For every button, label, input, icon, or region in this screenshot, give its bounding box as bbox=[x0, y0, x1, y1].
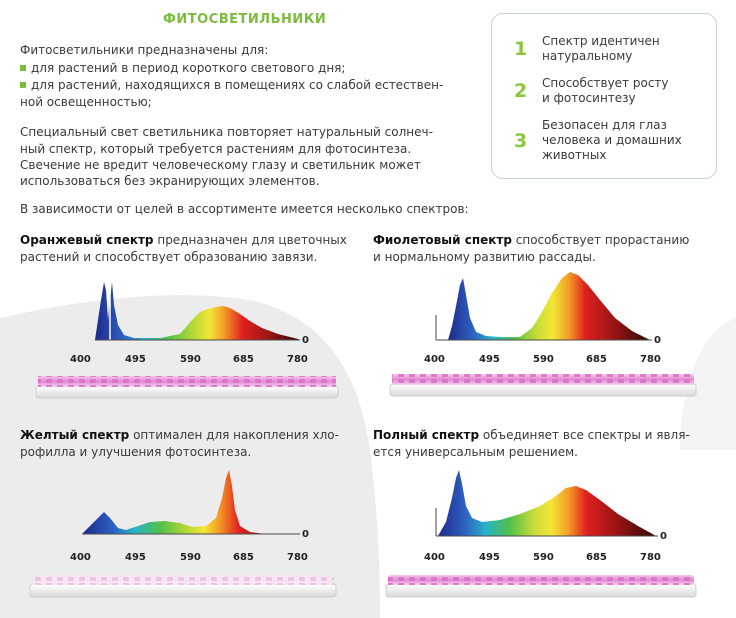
feature-number: 3 bbox=[514, 129, 528, 152]
spectrum-heading-full: Полный спектр объединяет все спектры и я… bbox=[373, 428, 690, 459]
bullet-item: для растений, находящихся в помещениях с… bbox=[20, 77, 443, 93]
feature-item: 3 Безопасен для глаз человека и домашних ж… bbox=[514, 118, 682, 163]
axis-tick-label: 400 bbox=[70, 354, 91, 365]
paragraph-line: ный спектр, который требуется растениям … bbox=[20, 142, 412, 156]
axis-tick-label: 685 bbox=[233, 552, 254, 563]
led-lamp-icon bbox=[35, 376, 339, 399]
feature-text: Безопасен для глаз человека и домашних жив… bbox=[542, 118, 682, 162]
features-box: 1 Спектр идентичен натуральному 2 Способс… bbox=[491, 13, 717, 179]
axis-tick-label: 495 bbox=[125, 552, 146, 563]
axis-tick-label: 685 bbox=[586, 354, 607, 365]
axis-tick-label: 780 bbox=[287, 552, 308, 563]
axis-tick-label: 495 bbox=[479, 552, 500, 563]
green-square-bullet-icon bbox=[20, 82, 26, 88]
feature-item: 2 Способствует росту и фотосинтезу bbox=[514, 76, 669, 106]
spectrum-chart-yellow: 0 400 495 590 685 780 bbox=[70, 470, 309, 563]
axis-tick-label: 590 bbox=[180, 552, 201, 563]
page-title: ФИТОСВЕТИЛЬНИКИ bbox=[163, 12, 327, 27]
feature-text: Способствует росту и фотосинтезу bbox=[542, 76, 669, 105]
axis-tick-label: 590 bbox=[180, 354, 201, 365]
axis-tick-label: 400 bbox=[424, 354, 445, 365]
axis-tick-label: 780 bbox=[287, 354, 308, 365]
axis-tick-label: 400 bbox=[70, 552, 91, 563]
intro-lead: Фитосветильники предназначены для: bbox=[20, 43, 269, 57]
led-lamp-icon bbox=[385, 575, 697, 598]
led-lamp-icon bbox=[389, 374, 697, 397]
bullet-item: для растений в период короткого световог… bbox=[20, 60, 345, 76]
spectrum-chart-full: 0 400 495 590 685 780 bbox=[424, 470, 667, 563]
assortment-text: В зависимости от целей в ассортименте им… bbox=[20, 202, 469, 216]
axis-zero-label: 0 bbox=[654, 335, 661, 346]
spectrum-heading-yellow: Желтый спектр оптимален для накопления х… bbox=[20, 428, 339, 459]
axis-zero-label: 0 bbox=[302, 335, 309, 346]
paragraph-line: Специальный свет светильника повторяет н… bbox=[20, 125, 433, 139]
feature-number: 2 bbox=[514, 80, 528, 102]
feature-number: 1 bbox=[514, 38, 528, 60]
axis-tick-label: 495 bbox=[479, 354, 500, 365]
paragraph-line: использоваться без экранирующих элементо… bbox=[20, 174, 320, 188]
paragraph-line: Свечение не вредит человеческому глазу и… bbox=[20, 158, 421, 172]
axis-tick-label: 685 bbox=[233, 354, 254, 365]
axis-tick-label: 590 bbox=[533, 354, 554, 365]
bullet-continuation: ной освещенностью; bbox=[20, 95, 152, 109]
spectrum-heading-orange: Оранжевый спектр предназначен для цветоч… bbox=[20, 233, 347, 264]
axis-tick-label: 780 bbox=[640, 552, 661, 563]
axis-zero-label: 0 bbox=[660, 531, 667, 542]
axis-zero-label: 0 bbox=[302, 529, 309, 540]
led-lamp-icon bbox=[29, 575, 337, 598]
green-square-bullet-icon bbox=[20, 65, 26, 71]
axis-tick-label: 590 bbox=[533, 552, 554, 563]
axis-tick-label: 685 bbox=[586, 552, 607, 563]
spectrum-chart-violet: 0 400 495 590 685 780 bbox=[424, 272, 661, 365]
feature-text: Спектр идентичен натуральному bbox=[542, 34, 660, 63]
feature-item: 1 Спектр идентичен натуральному bbox=[514, 34, 660, 64]
spectrum-heading-violet: Фиолетовый спектр способствует прорастан… bbox=[373, 233, 690, 264]
axis-tick-label: 780 bbox=[640, 354, 661, 365]
axis-tick-label: 495 bbox=[125, 354, 146, 365]
axis-tick-label: 400 bbox=[424, 552, 445, 563]
spectrum-chart-orange: 0 400 495 590 685 780 bbox=[70, 280, 309, 365]
